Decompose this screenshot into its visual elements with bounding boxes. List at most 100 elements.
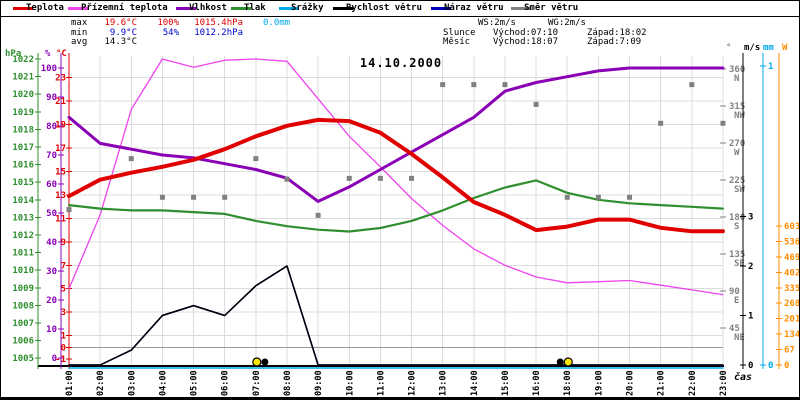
moon-marker-icon: [261, 358, 269, 366]
temperature-tick-label: 7: [61, 261, 66, 271]
x-tick-label: 15:00: [501, 370, 511, 396]
x-tick-label: 12:00: [408, 370, 418, 396]
wind_speed-tick-label: 3: [748, 213, 753, 223]
legend-label: Přízemní teplota: [81, 3, 168, 13]
legend-swatch: [13, 7, 33, 10]
temperature-tick-label: 5: [61, 285, 66, 295]
radiation-tick-label: 335: [784, 284, 799, 294]
wind_speed-tick-label: 2: [748, 262, 753, 272]
precipitation-tick-label: 1: [768, 62, 773, 72]
legend-swatch: [176, 7, 196, 10]
wind_direction-tick-label: 90: [729, 287, 740, 297]
min-temperature: 9.9°C: [109, 27, 137, 38]
min-label: min: [71, 27, 88, 38]
humidity-tick-label: 100: [41, 64, 57, 74]
legend-swatch: [68, 7, 88, 10]
wind-summary-row: WS:2m/s WG:2m/s: [443, 18, 743, 29]
legend-label: Srážky: [291, 3, 324, 13]
pressure-tick-label: 1018: [12, 125, 34, 135]
wind-direction-point: [533, 101, 539, 107]
x-axis-label: čas: [734, 371, 752, 383]
legend: Teplota Přízemní teplota Vlhkost Tlak Srážky…: [1, 1, 799, 17]
x-tick-label: 21:00: [657, 370, 667, 396]
temperature-tick-label: 21: [55, 97, 66, 107]
pressure-tick-label: 1022: [12, 55, 34, 65]
pressure-tick-label: 1015: [12, 178, 34, 188]
radiation-tick-label: 268: [784, 299, 799, 309]
wind_direction-tick-label: 315: [729, 102, 745, 112]
radiation-tick-label: 603: [784, 222, 799, 232]
wind_speed-axis-unit: m/s: [744, 43, 760, 53]
pressure-tick-label: 1007: [12, 319, 34, 329]
legend-swatch: [333, 7, 353, 10]
wind-direction-point: [253, 156, 259, 162]
x-tick-label: 04:00: [158, 370, 168, 396]
x-tick-label: 13:00: [439, 370, 449, 396]
wind-direction-point: [377, 175, 383, 181]
temperature-axis-unit: °C: [56, 49, 67, 59]
min-humidity: 54%: [162, 27, 179, 38]
pressure-tick-label: 1006: [12, 337, 34, 347]
wind_direction-tick-label: 180: [729, 213, 745, 223]
pressure-tick-label: 1013: [12, 213, 34, 223]
x-tick-label: 07:00: [252, 370, 262, 396]
x-tick-label: 02:00: [96, 370, 106, 396]
compass-label: NE: [734, 333, 745, 343]
wind-speed-summary: WS:2m/s: [478, 18, 516, 28]
pressure-tick-label: 1005: [12, 354, 34, 364]
temperature-tick-label: 1: [61, 332, 66, 342]
humidity-tick-label: 50: [46, 209, 57, 219]
legend-label: Vlhkost: [189, 3, 227, 13]
x-tick-label: 03:00: [127, 370, 137, 396]
compass-label: SE: [734, 259, 745, 269]
wind-direction-point: [315, 212, 321, 218]
series-p-zemn-teplota: [68, 58, 724, 296]
x-tick-label: 20:00: [626, 370, 636, 396]
moon-marker-icon: [556, 358, 564, 366]
wind_direction-tick-label: 135: [729, 250, 745, 260]
humidity-tick-label: 10: [46, 325, 57, 335]
x-tick-label: 14:00: [470, 370, 480, 396]
wind_direction-tick-label: 45: [729, 324, 740, 334]
compass-label: W: [734, 148, 740, 158]
temperature-tick-label: 11: [55, 214, 66, 224]
sun-row: Slunce Východ:07:10 Západ:18:02: [443, 28, 743, 39]
humidity-tick-label: 0: [52, 354, 57, 364]
temperature-tick-label: 23: [55, 74, 66, 84]
radiation-tick-label: 402: [784, 268, 799, 278]
wind-direction-point: [222, 194, 228, 200]
temperature-tick-label: -1: [55, 355, 66, 365]
x-tick-label: 05:00: [190, 370, 200, 396]
legend-label: Náraz větru: [444, 3, 504, 13]
temperature-tick-label: 15: [55, 168, 66, 178]
temperature-tick-label: 0: [61, 343, 66, 353]
moonrise-time: Východ:18:07: [493, 37, 559, 47]
wind-direction-point: [658, 120, 664, 126]
wind-direction-point: [471, 82, 477, 88]
x-tick-label: 09:00: [314, 370, 324, 396]
pressure-tick-label: 1009: [12, 284, 34, 294]
wind-direction-point: [284, 176, 290, 182]
temperature-tick-label: 19: [55, 121, 66, 131]
wind-direction-point: [595, 194, 601, 200]
series-rychlost-v-tru: [68, 265, 724, 366]
temperature-tick-label: 9: [61, 238, 66, 248]
series-teplota: [67, 117, 725, 234]
x-tick-label: 22:00: [688, 370, 698, 396]
precipitation-axis-unit: mm: [763, 43, 774, 53]
series-vlhkost: [67, 66, 725, 203]
temperature-tick-label: 13: [55, 191, 66, 201]
wind-direction-point: [346, 175, 352, 181]
wind-gust-summary: WG:2m/s: [548, 18, 586, 28]
legend-label: Směr větru: [524, 3, 579, 13]
x-tick-label: 10:00: [345, 370, 355, 396]
wind-direction-point: [159, 194, 165, 200]
humidity-tick-label: 80: [46, 122, 57, 132]
pressure-tick-label: 1020: [12, 90, 34, 100]
legend-swatch: [431, 7, 451, 10]
pressure-tick-label: 1016: [12, 161, 34, 171]
legend-label: Rychlost větru: [346, 3, 422, 13]
humidity-tick-label: 40: [46, 238, 57, 248]
astro-block: WS:2m/s WG:2m/s Slunce Východ:07:10 Zápa…: [443, 18, 743, 48]
humidity-axis-unit: %: [45, 49, 51, 59]
